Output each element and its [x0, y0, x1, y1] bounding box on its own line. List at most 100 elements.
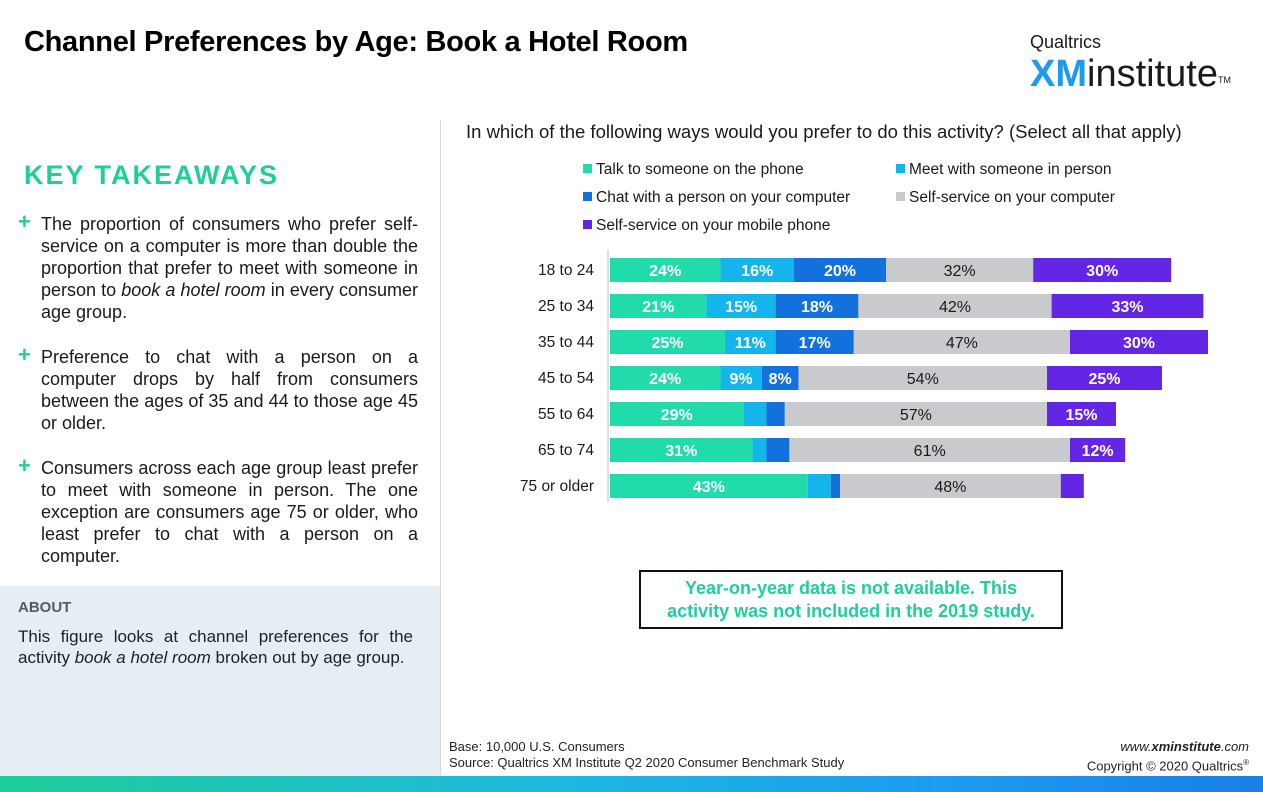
bar-segment	[610, 402, 744, 426]
legend-label: Self-service on your mobile phone	[596, 217, 831, 234]
bar-segment	[706, 294, 776, 318]
bar-segment	[743, 402, 767, 426]
notice-line: activity was not included in the 2019 st…	[667, 601, 1035, 621]
bar-segment	[761, 366, 799, 390]
bar-segment	[1047, 366, 1162, 390]
data-label: 57%	[900, 407, 932, 424]
legend-label: Chat with a person on your computer	[596, 189, 851, 206]
takeaway-text: Consumers across each age group least pr…	[41, 458, 418, 566]
legend-item: Chat with a person on your computer	[583, 189, 850, 207]
bar-segment	[610, 294, 707, 318]
data-label: 8%	[769, 371, 792, 388]
takeaway-text-part: The proportion of consumers who prefer s…	[41, 214, 418, 300]
category-label: 18 to 24	[538, 262, 594, 279]
website-link[interactable]: www.xminstitute.com	[1087, 739, 1249, 755]
legend-swatch	[896, 192, 905, 201]
about-text: This figure looks at channel preferences…	[18, 626, 413, 668]
bar-segment	[1070, 438, 1126, 462]
data-label: 11%	[735, 335, 766, 352]
data-label: 12%	[1082, 443, 1114, 460]
bar-segment	[886, 258, 1034, 282]
plus-icon: +	[18, 342, 31, 367]
bar-segment	[1070, 330, 1208, 354]
bar-segment	[789, 438, 1070, 462]
bar-segment	[766, 438, 790, 462]
bar-segment	[784, 402, 1047, 426]
data-label: 25%	[1088, 371, 1120, 388]
logo-trademark: TM	[1217, 75, 1231, 85]
bar-segment	[798, 366, 1047, 390]
bar-segment	[720, 366, 762, 390]
data-label: 33%	[1111, 299, 1143, 316]
footer-credits: www.xminstitute.com Copyright © 2020 Qua…	[1087, 739, 1249, 774]
bar-segment	[1033, 258, 1172, 282]
category-label: 45 to 54	[538, 370, 594, 387]
legend-item: Meet with someone in person	[896, 161, 1111, 179]
base-text: Base: 10,000 U.S. Consumers	[449, 739, 625, 754]
category-label: 25 to 34	[538, 298, 594, 315]
legend-swatch	[583, 164, 592, 173]
takeaway-text-emphasis: book a hotel room	[121, 280, 266, 300]
data-label: 48%	[934, 479, 966, 496]
bar-segment	[807, 474, 831, 498]
about-panel	[0, 586, 440, 776]
bar-segment	[794, 258, 886, 282]
plus-icon: +	[18, 453, 31, 478]
bar-segment	[840, 474, 1061, 498]
bar-segment	[725, 330, 776, 354]
takeaway-item: + The proportion of consumers who prefer…	[18, 209, 418, 323]
data-label: 30%	[1123, 335, 1155, 352]
category-label: 75 or older	[520, 478, 594, 495]
key-takeaways-heading: KEY TAKEAWAYS	[24, 160, 280, 190]
bar-segment	[610, 258, 721, 282]
logo-top-text: Qualtrics	[1030, 32, 1102, 52]
legend-item: Talk to someone on the phone	[583, 161, 804, 179]
notice-line: Year-on-year data is not available. This	[684, 578, 1018, 598]
data-label: 18%	[801, 299, 833, 316]
bar-segment	[1047, 402, 1116, 426]
source-text: Source: Qualtrics XM Institute Q2 2020 C…	[449, 755, 845, 770]
website-prefix: www.	[1120, 739, 1152, 754]
data-label: 61%	[914, 443, 946, 460]
legend-swatch	[583, 220, 592, 229]
data-label: 21%	[642, 299, 674, 316]
data-label: 32%	[944, 263, 976, 280]
legend-swatch	[896, 164, 905, 173]
data-label: 29%	[661, 407, 693, 424]
website-name: xminstitute	[1151, 739, 1221, 754]
legend-swatch	[583, 192, 592, 201]
data-label: 31%	[665, 443, 697, 460]
takeaway-text: The proportion of consumers who prefer s…	[41, 213, 418, 323]
copyright-main: Copyright © 2020 Qualtrics	[1086, 758, 1244, 774]
legend-item: Self-service on your mobile phone	[583, 217, 830, 235]
data-label: 54%	[907, 371, 939, 388]
category-label: 65 to 74	[538, 442, 594, 459]
bar-segment	[610, 330, 725, 354]
bar-segment	[1060, 474, 1084, 498]
survey-question: In which of the following ways would you…	[466, 121, 1182, 142]
data-label: 24%	[649, 371, 681, 388]
panel-divider	[440, 120, 441, 775]
plus-icon: +	[18, 209, 31, 234]
logo-xm: XM	[1030, 53, 1087, 95]
bar-segment	[853, 330, 1070, 354]
bar-segment	[610, 438, 753, 462]
data-label: 30%	[1086, 263, 1118, 280]
data-label: 20%	[824, 263, 856, 280]
page-title: Channel Preferences by Age: Book a Hotel…	[24, 26, 688, 58]
data-label: 24%	[649, 263, 681, 280]
takeaway-text: Preference to chat with a person on a co…	[41, 347, 418, 433]
brand-gradient-bar	[0, 776, 1263, 792]
takeaway-text-part: in every consumer age group.	[41, 280, 418, 322]
category-label: 35 to 44	[538, 334, 594, 351]
data-label: 43%	[693, 479, 725, 496]
bar-segment	[752, 438, 767, 462]
notice-box: Year-on-year data is not available. This…	[639, 570, 1063, 629]
data-label: 25%	[651, 335, 683, 352]
bar-segment	[830, 474, 840, 498]
about-text-part: This figure looks at channel preferences…	[18, 627, 413, 667]
takeaway-item: + Consumers across each age group least …	[18, 453, 418, 567]
legend-label: Talk to someone on the phone	[596, 161, 804, 178]
category-label: 55 to 64	[538, 406, 594, 423]
